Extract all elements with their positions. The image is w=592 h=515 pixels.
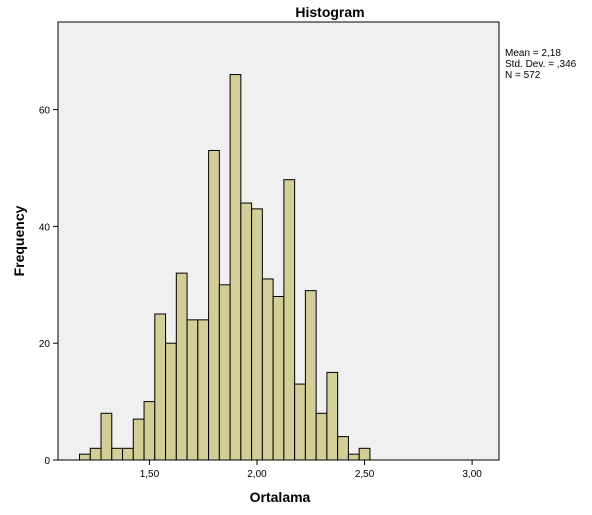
histogram-bar: [294, 383, 306, 461]
y-tick-label: 0: [44, 456, 50, 467]
histogram-bar: [186, 319, 199, 461]
histogram-bar: [79, 453, 91, 461]
histogram-bar: [304, 290, 317, 461]
y-tick-label: 60: [39, 106, 51, 117]
chart-title: Histogram: [295, 4, 364, 20]
histogram-bar: [143, 401, 156, 461]
x-tick-label: 1,50: [140, 469, 160, 480]
histogram-bar: [229, 74, 242, 461]
x-tick-label: 3,00: [462, 469, 482, 480]
bars-group: [79, 74, 371, 461]
stats-std-dev: Std. Dev. = ,346: [505, 59, 577, 70]
stats-n: N = 572: [505, 70, 541, 81]
histogram-bar: [154, 313, 167, 461]
y-tick-label: 20: [39, 339, 51, 350]
histogram-bar: [165, 342, 177, 461]
histogram-bar: [326, 371, 339, 461]
histogram-bar: [132, 418, 145, 461]
histogram-bar: [347, 453, 360, 461]
stats-mean: Mean = 2,18: [505, 48, 561, 59]
histogram-bar: [197, 319, 210, 461]
x-axis-label: Ortalama: [250, 489, 311, 505]
x-tick-label: 2,50: [355, 469, 375, 480]
y-tick-label: 40: [39, 222, 51, 233]
histogram-bar: [283, 179, 296, 461]
histogram-bar: [337, 436, 349, 461]
histogram-bar: [358, 447, 371, 461]
histogram-bar: [240, 202, 253, 461]
histogram-bar: [175, 272, 188, 461]
histogram-bar: [272, 295, 285, 461]
histogram-bar: [251, 208, 263, 461]
y-axis-label: Frequency: [11, 205, 27, 276]
histogram-bar: [315, 412, 328, 461]
x-tick-label: 2,00: [247, 469, 267, 480]
histogram-bar: [100, 412, 113, 461]
histogram-bar: [111, 447, 124, 461]
histogram-bar: [122, 447, 134, 461]
x-axis-ticks: 1,50 2,00 2,50 3,00: [140, 460, 482, 480]
y-axis-ticks: 0 20 40 60: [39, 106, 58, 467]
histogram-bar: [218, 284, 231, 461]
histogram-bar: [89, 447, 102, 461]
histogram-bar: [208, 149, 220, 461]
histogram-bar: [261, 278, 274, 461]
stats-box: Mean = 2,18 Std. Dev. = ,346 N = 572: [505, 48, 577, 81]
